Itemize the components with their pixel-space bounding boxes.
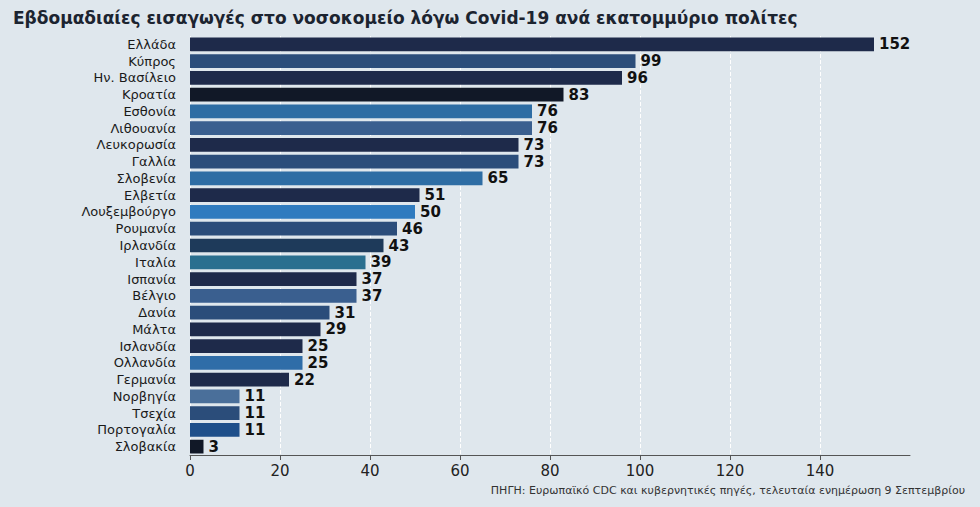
svg-text:40: 40 [360, 462, 379, 480]
svg-text:Σλοβακία: Σλοβακία [115, 439, 176, 454]
svg-text:Ολλανδία: Ολλανδία [114, 355, 176, 370]
svg-text:Λευκορωσία: Λευκορωσία [97, 137, 176, 152]
svg-text:140: 140 [806, 462, 835, 480]
svg-text:Σλοβενία: Σλοβενία [117, 171, 176, 186]
svg-text:Μάλτα: Μάλτα [132, 322, 176, 337]
svg-text:Εσθονία: Εσθονία [123, 104, 176, 119]
svg-text:80: 80 [540, 462, 559, 480]
svg-text:31: 31 [335, 304, 356, 322]
svg-text:43: 43 [389, 237, 410, 255]
svg-text:37: 37 [362, 270, 383, 288]
svg-text:Γαλλία: Γαλλία [132, 154, 176, 169]
svg-text:152: 152 [879, 35, 910, 53]
svg-text:83: 83 [569, 86, 590, 104]
svg-text:Ιρλανδία: Ιρλανδία [119, 238, 176, 253]
svg-text:Ρουμανία: Ρουμανία [116, 221, 176, 236]
svg-text:Νορβηγία: Νορβηγία [113, 389, 176, 404]
svg-text:Ην. Βασίλειο: Ην. Βασίλειο [93, 70, 176, 85]
svg-text:76: 76 [537, 102, 558, 120]
svg-text:11: 11 [245, 387, 266, 405]
svg-text:3: 3 [209, 438, 219, 456]
svg-text:Γερμανία: Γερμανία [116, 372, 176, 387]
svg-text:Πορτογαλία: Πορτογαλία [97, 422, 176, 437]
svg-text:60: 60 [450, 462, 469, 480]
svg-text:29: 29 [326, 320, 347, 338]
svg-text:Κροατία: Κροατία [122, 87, 176, 102]
svg-text:Λιθουανία: Λιθουανία [110, 121, 176, 136]
svg-text:Δανία: Δανία [138, 305, 176, 320]
svg-text:Ισπανία: Ισπανία [127, 272, 176, 287]
svg-text:11: 11 [245, 404, 266, 422]
svg-text:25: 25 [308, 337, 329, 355]
svg-text:65: 65 [488, 169, 509, 187]
svg-text:Λουξεμβούργο: Λουξεμβούργο [81, 204, 176, 219]
svg-text:100: 100 [626, 462, 655, 480]
svg-text:Κύπρος: Κύπρος [128, 54, 176, 69]
svg-text:Ιταλία: Ιταλία [135, 255, 176, 270]
svg-text:0: 0 [185, 462, 195, 480]
svg-text:Ελλάδα: Ελλάδα [127, 37, 176, 52]
svg-text:22: 22 [294, 371, 315, 389]
svg-text:Ισλανδία: Ισλανδία [119, 339, 176, 354]
svg-text:11: 11 [245, 421, 266, 439]
svg-text:51: 51 [425, 186, 446, 204]
svg-text:Βέλγιο: Βέλγιο [132, 288, 176, 303]
svg-text:39: 39 [371, 253, 392, 271]
svg-text:73: 73 [524, 136, 545, 154]
svg-text:96: 96 [627, 69, 648, 87]
svg-text:76: 76 [537, 119, 558, 137]
svg-text:Τσεχία: Τσεχία [131, 406, 176, 421]
svg-text:Εβδομαδιαίες εισαγωγές στο νοσ: Εβδομαδιαίες εισαγωγές στο νοσοκομείο λό… [13, 8, 798, 28]
svg-text:73: 73 [524, 153, 545, 171]
svg-text:20: 20 [270, 462, 289, 480]
svg-text:37: 37 [362, 287, 383, 305]
svg-text:Ελβετία: Ελβετία [124, 188, 176, 203]
svg-text:ΠΗΓΗ: Ευρωπαϊκό CDC και κυβερν: ΠΗΓΗ: Ευρωπαϊκό CDC και κυβερνητικές πηγ… [491, 484, 965, 497]
svg-text:99: 99 [641, 52, 662, 70]
svg-text:50: 50 [420, 203, 441, 221]
svg-text:25: 25 [308, 354, 329, 372]
svg-text:120: 120 [716, 462, 745, 480]
svg-text:46: 46 [402, 220, 423, 238]
